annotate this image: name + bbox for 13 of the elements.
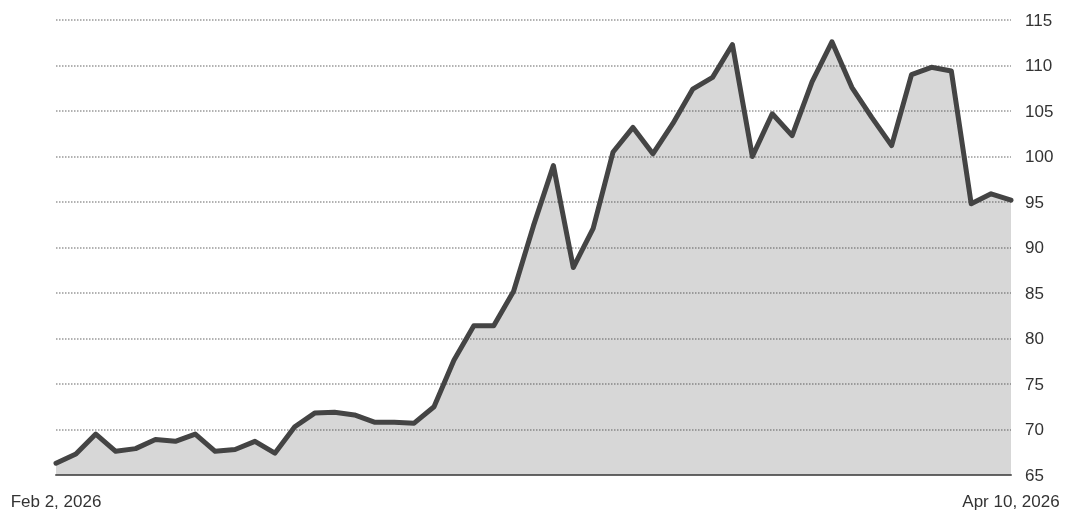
y-tick-label: 95: [1025, 192, 1044, 212]
y-tick-label: 85: [1025, 283, 1044, 303]
y-tick-label: 115: [1025, 10, 1053, 30]
y-tick-label: 65: [1025, 465, 1044, 485]
y-tick-label: 80: [1025, 329, 1044, 348]
y-tick-label: 100: [1025, 147, 1054, 166]
y-tick-label: 75: [1025, 374, 1044, 394]
y-tick-label: 90: [1025, 238, 1044, 257]
y-tick-label: 105: [1025, 101, 1054, 121]
x-tick-label: Apr 10, 2026: [962, 492, 1060, 511]
y-tick-label: 110: [1025, 56, 1053, 75]
y-tick-label: 70: [1025, 420, 1044, 439]
x-tick-label: Feb 2, 2026: [10, 492, 102, 511]
